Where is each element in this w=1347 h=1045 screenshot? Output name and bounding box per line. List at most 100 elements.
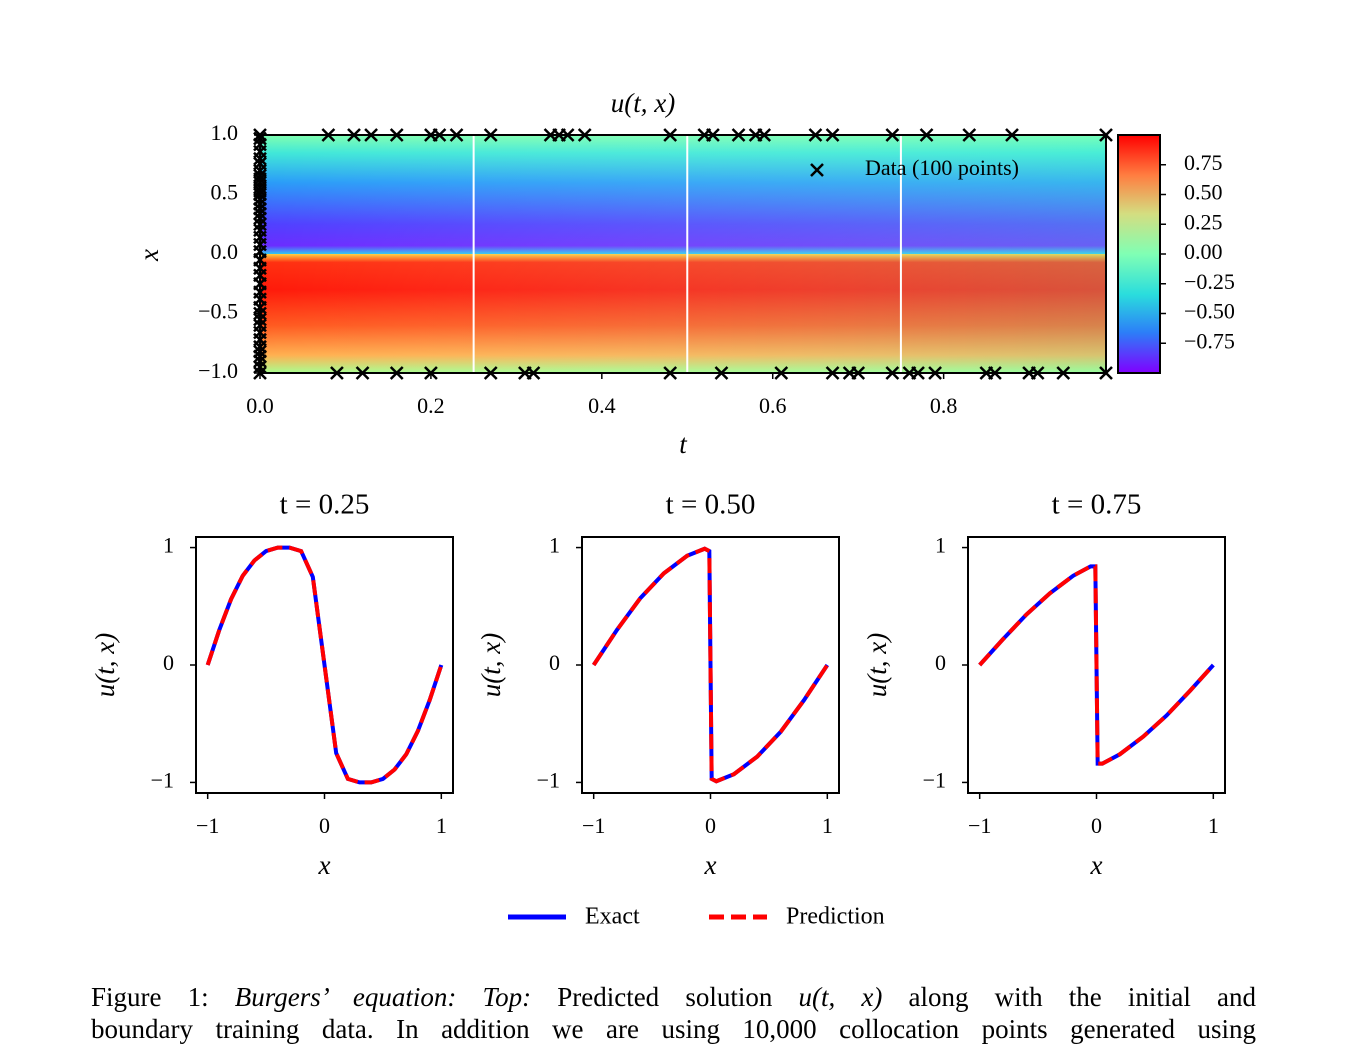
data-point — [1099, 128, 1113, 142]
y-tick-label: 1 — [935, 533, 946, 558]
data-point — [253, 131, 267, 146]
y-tick-label: −1.0 — [198, 358, 238, 383]
chart-title: u(t, x) — [611, 88, 675, 118]
caption-text: boundary training data. In addition we a… — [91, 1014, 1256, 1044]
colorbar-tick-label: −0.75 — [1184, 328, 1235, 353]
y-tick-label: −1 — [923, 767, 946, 792]
colorbar-tick-label: −0.25 — [1184, 269, 1235, 294]
figure: 0.0 0.2 0.4 0.6 0.8 1.0 0.5 0.0 −0.5 −1.0 u(t, x) t… — [90, 88, 1235, 930]
data-point — [253, 318, 267, 333]
data-point — [988, 366, 1002, 380]
data-point — [526, 366, 541, 380]
data-point — [253, 312, 267, 327]
y-tick-label: −1 — [151, 767, 174, 792]
data-point — [1005, 128, 1019, 142]
x-axis-label: x — [1090, 850, 1103, 880]
x-axis-label: x — [318, 850, 331, 880]
caption-text: Figure 1: — [91, 982, 209, 1012]
caption-line: boundary training data. In addition we a… — [91, 1014, 1256, 1045]
data-point — [253, 344, 267, 359]
legend-label: Data (100 points) — [865, 155, 1019, 180]
data-point — [449, 128, 464, 142]
x-tick-label: 0 — [1091, 813, 1102, 838]
colorbar — [1117, 134, 1161, 374]
x-tick-label: 0.8 — [930, 393, 958, 418]
x-tick-label: 1 — [436, 813, 447, 838]
data-point — [885, 366, 900, 380]
x-tick-label: 0.0 — [246, 393, 274, 418]
data-point — [851, 366, 866, 380]
data-point — [928, 366, 942, 380]
y-tick-label: 0.5 — [211, 180, 239, 205]
data-point — [919, 128, 934, 142]
data-point — [663, 366, 678, 380]
y-axis-label: u(t, x) — [476, 633, 506, 697]
colorbar-tick-label: −0.50 — [1184, 299, 1235, 324]
data-point — [706, 128, 720, 142]
data-point — [911, 366, 925, 380]
data-point — [253, 128, 267, 142]
data-point — [347, 128, 361, 142]
chart-title: t = 0.25 — [280, 489, 370, 521]
data-point — [663, 128, 678, 142]
caption-line: Figure 1: Burgers’ equation: Top: Predic… — [91, 982, 1256, 1013]
line-series — [205, 545, 444, 785]
data-point — [253, 168, 267, 183]
data-point — [560, 128, 575, 142]
colorbar-tick-label: 0.50 — [1184, 180, 1223, 205]
caption-text: u(t, x) — [798, 982, 883, 1012]
x-tick-label: 1 — [1208, 813, 1219, 838]
data-point — [253, 360, 267, 374]
chart-title: t = 0.50 — [666, 489, 756, 521]
colorbar-tick-label: 0.75 — [1184, 150, 1223, 175]
y-tick-label: −1 — [537, 767, 560, 792]
data-point — [253, 217, 267, 232]
chart-title: t = 0.75 — [1052, 489, 1142, 521]
x-tick-label: −1 — [196, 813, 219, 838]
data-point — [253, 156, 267, 171]
data-point — [424, 366, 438, 380]
line-series — [592, 546, 829, 784]
legend-label: Exact — [585, 904, 640, 930]
x-tick-label: 0.2 — [417, 393, 445, 418]
y-tick-label: 1 — [549, 533, 560, 558]
data-point — [355, 366, 370, 380]
y-axis-label: u(t, x) — [90, 633, 120, 697]
legend-marker — [810, 163, 824, 177]
data-point — [774, 366, 789, 380]
data-point — [825, 366, 840, 380]
data-point — [731, 128, 746, 142]
data-point — [714, 366, 729, 380]
x-tick-label: 0.4 — [588, 393, 616, 418]
data-point — [962, 128, 977, 142]
y-tick-label: 0 — [935, 650, 946, 675]
x-tick-label: 1 — [822, 813, 833, 838]
data-point — [577, 128, 592, 142]
data-point — [321, 128, 336, 142]
line-series — [978, 564, 1215, 766]
caption-text: Predicted solution — [557, 982, 773, 1012]
x-tick-label: 0.6 — [759, 393, 787, 418]
data-point — [757, 128, 772, 142]
x-tick-label: −1 — [582, 813, 605, 838]
x-axis-label: t — [679, 429, 688, 459]
x-tick-label: 0 — [319, 813, 330, 838]
data-point — [808, 128, 823, 142]
y-tick-label: 0 — [549, 650, 560, 675]
data-point — [1030, 366, 1045, 380]
y-axis-label: x — [134, 249, 164, 262]
data-point — [825, 128, 840, 142]
data-point — [364, 128, 378, 142]
x-axis-label: x — [704, 850, 717, 880]
y-tick-label: 0 — [163, 650, 174, 675]
y-axis-label: u(t, x) — [862, 633, 892, 697]
y-tick-label: 1 — [163, 533, 174, 558]
legend-label: Prediction — [786, 904, 885, 930]
data-point — [330, 366, 344, 380]
data-point — [1099, 366, 1113, 380]
data-point — [483, 128, 498, 142]
caption-text: Burgers’ equation: Top: — [234, 982, 532, 1012]
x-tick-label: 0 — [705, 813, 716, 838]
data-point — [253, 366, 267, 380]
colorbar-tick-label: 0.00 — [1184, 239, 1223, 264]
